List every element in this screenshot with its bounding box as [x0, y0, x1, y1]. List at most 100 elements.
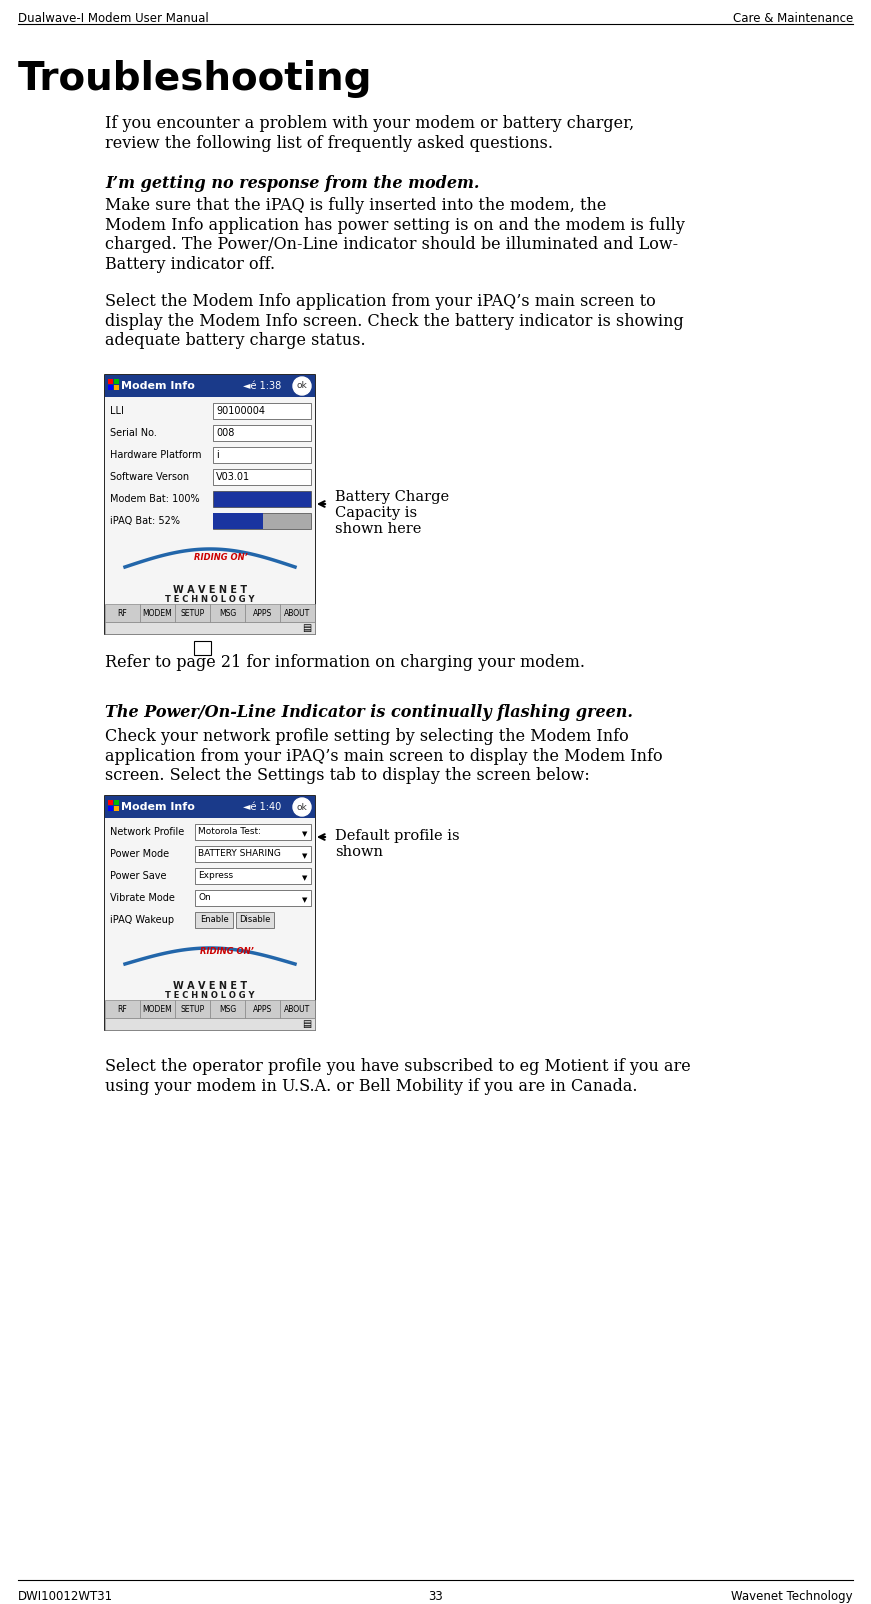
Text: MODEM: MODEM	[143, 608, 172, 618]
Bar	[175, 605, 210, 622]
Bar	[175, 999, 210, 1019]
Bar	[245, 999, 280, 1019]
Bar	[213, 403, 311, 419]
Bar	[105, 605, 140, 622]
Text: APPS: APPS	[253, 608, 272, 618]
Text: ABOUT: ABOUT	[284, 608, 311, 618]
Bar	[195, 824, 311, 840]
Text: ok: ok	[297, 382, 307, 390]
Text: Select the operator profile you have subscribed to eg Motient if you are
using y: Select the operator profile you have sub…	[105, 1059, 691, 1094]
Text: The Power/On-Line Indicator is continually flashing green.: The Power/On-Line Indicator is continual…	[105, 704, 633, 722]
Text: MSG: MSG	[219, 1004, 236, 1014]
Bar	[114, 379, 119, 383]
Text: ▼: ▼	[302, 897, 307, 903]
Text: ▤: ▤	[302, 1019, 312, 1030]
Text: 33: 33	[429, 1590, 443, 1602]
Text: Motorola Test:: Motorola Test:	[198, 828, 261, 836]
Bar	[210, 605, 245, 622]
Bar	[105, 375, 315, 634]
Text: Disable: Disable	[240, 916, 271, 924]
Bar	[213, 491, 311, 507]
Text: ABOUT: ABOUT	[284, 1004, 311, 1014]
Bar	[108, 379, 113, 383]
Text: RF: RF	[118, 608, 127, 618]
Text: Modem Info: Modem Info	[121, 382, 195, 391]
Bar	[236, 913, 274, 929]
Text: Software Verson: Software Verson	[110, 472, 189, 481]
Bar	[105, 796, 315, 818]
Circle shape	[293, 799, 311, 816]
Text: SETUP: SETUP	[180, 1004, 205, 1014]
Text: Battery Charge
Capacity is
shown here: Battery Charge Capacity is shown here	[335, 489, 449, 536]
Bar	[140, 605, 175, 622]
Bar	[114, 385, 119, 390]
Text: Care & Maintenance: Care & Maintenance	[733, 11, 853, 26]
Bar	[140, 999, 175, 1019]
Bar	[105, 398, 315, 634]
Bar	[114, 800, 119, 805]
Text: ▼: ▼	[302, 876, 307, 881]
Bar	[280, 999, 315, 1019]
Text: Vibrate Mode: Vibrate Mode	[110, 893, 175, 903]
Text: ok: ok	[297, 802, 307, 812]
Bar	[105, 1019, 315, 1030]
Bar	[195, 868, 311, 884]
Text: I’m getting no response from the modem.: I’m getting no response from the modem.	[105, 175, 480, 192]
Text: iPAQ Wakeup: iPAQ Wakeup	[110, 914, 174, 926]
Text: Check your network profile setting by selecting the Modem Info
application from : Check your network profile setting by se…	[105, 728, 663, 784]
Text: Serial No.: Serial No.	[110, 428, 157, 438]
Bar	[105, 999, 140, 1019]
Text: Wavenet Technology: Wavenet Technology	[732, 1590, 853, 1602]
Bar	[195, 890, 311, 906]
Text: RF: RF	[118, 1004, 127, 1014]
Text: T E C H N O L O G Y: T E C H N O L O G Y	[165, 595, 254, 605]
Bar	[213, 448, 311, 464]
Text: Default profile is
shown: Default profile is shown	[335, 829, 460, 860]
Bar	[105, 796, 315, 1030]
Bar	[213, 425, 311, 441]
Bar	[194, 642, 211, 654]
Text: Modem Info: Modem Info	[121, 802, 195, 812]
Text: V03.01: V03.01	[216, 472, 250, 481]
Text: Refer to page 21 for information on charging your modem.: Refer to page 21 for information on char…	[105, 654, 585, 670]
Bar	[114, 805, 119, 812]
Text: W A V E N E T: W A V E N E T	[173, 982, 247, 991]
Text: T E C H N O L O G Y: T E C H N O L O G Y	[165, 991, 254, 999]
Circle shape	[293, 377, 311, 395]
Text: DWI10012WT31: DWI10012WT31	[18, 1590, 113, 1602]
Bar	[213, 513, 311, 529]
Bar	[108, 805, 113, 812]
Text: RIDING ON’: RIDING ON’	[200, 946, 253, 956]
Text: Modem Bat: 100%: Modem Bat: 100%	[110, 494, 199, 504]
Text: iPAQ Bat: 52%: iPAQ Bat: 52%	[110, 516, 180, 526]
Text: APPS: APPS	[253, 1004, 272, 1014]
Text: 90100004: 90100004	[216, 406, 265, 415]
Text: Hardware Platform: Hardware Platform	[110, 451, 201, 460]
Text: MSG: MSG	[219, 608, 236, 618]
Bar	[195, 913, 233, 929]
Text: ◄é 1:38: ◄é 1:38	[243, 382, 281, 391]
Text: ◄é 1:40: ◄é 1:40	[243, 802, 281, 812]
Text: Make sure that the iPAQ is fully inserted into the modem, the
Modem Info applica: Make sure that the iPAQ is fully inserte…	[105, 197, 685, 273]
Bar	[195, 845, 311, 861]
Text: W A V E N E T: W A V E N E T	[173, 585, 247, 595]
Text: 008: 008	[216, 428, 234, 438]
Text: i: i	[216, 451, 219, 460]
Text: SETUP: SETUP	[180, 608, 205, 618]
Text: Select the Modem Info application from your iPAQ’s main screen to
display the Mo: Select the Modem Info application from y…	[105, 294, 684, 350]
Text: Network Profile: Network Profile	[110, 828, 185, 837]
Bar	[105, 622, 315, 634]
Text: On: On	[198, 893, 211, 901]
Bar	[245, 605, 280, 622]
Text: ▼: ▼	[302, 853, 307, 860]
Bar	[213, 513, 263, 529]
Text: Power Mode: Power Mode	[110, 849, 169, 860]
Text: RIDING ON’: RIDING ON’	[193, 553, 247, 561]
Text: Enable: Enable	[199, 916, 228, 924]
Text: Dualwave-I Modem User Manual: Dualwave-I Modem User Manual	[18, 11, 209, 26]
Text: Express: Express	[198, 871, 233, 881]
Bar	[280, 605, 315, 622]
Text: Troubleshooting: Troubleshooting	[18, 59, 373, 98]
Bar	[108, 385, 113, 390]
Text: ▼: ▼	[302, 831, 307, 837]
